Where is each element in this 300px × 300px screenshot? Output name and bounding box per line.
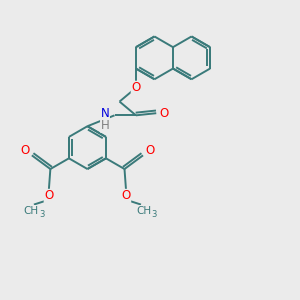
Text: O: O	[21, 144, 30, 158]
Text: CH: CH	[23, 206, 38, 215]
Text: 3: 3	[152, 210, 157, 219]
Text: CH: CH	[136, 206, 152, 215]
Text: O: O	[131, 81, 141, 94]
Text: 3: 3	[40, 210, 45, 219]
Text: O: O	[122, 189, 130, 203]
Text: N: N	[100, 107, 109, 120]
Text: O: O	[44, 189, 53, 203]
Text: H: H	[100, 119, 109, 132]
Text: O: O	[145, 144, 154, 158]
Text: O: O	[159, 107, 168, 120]
